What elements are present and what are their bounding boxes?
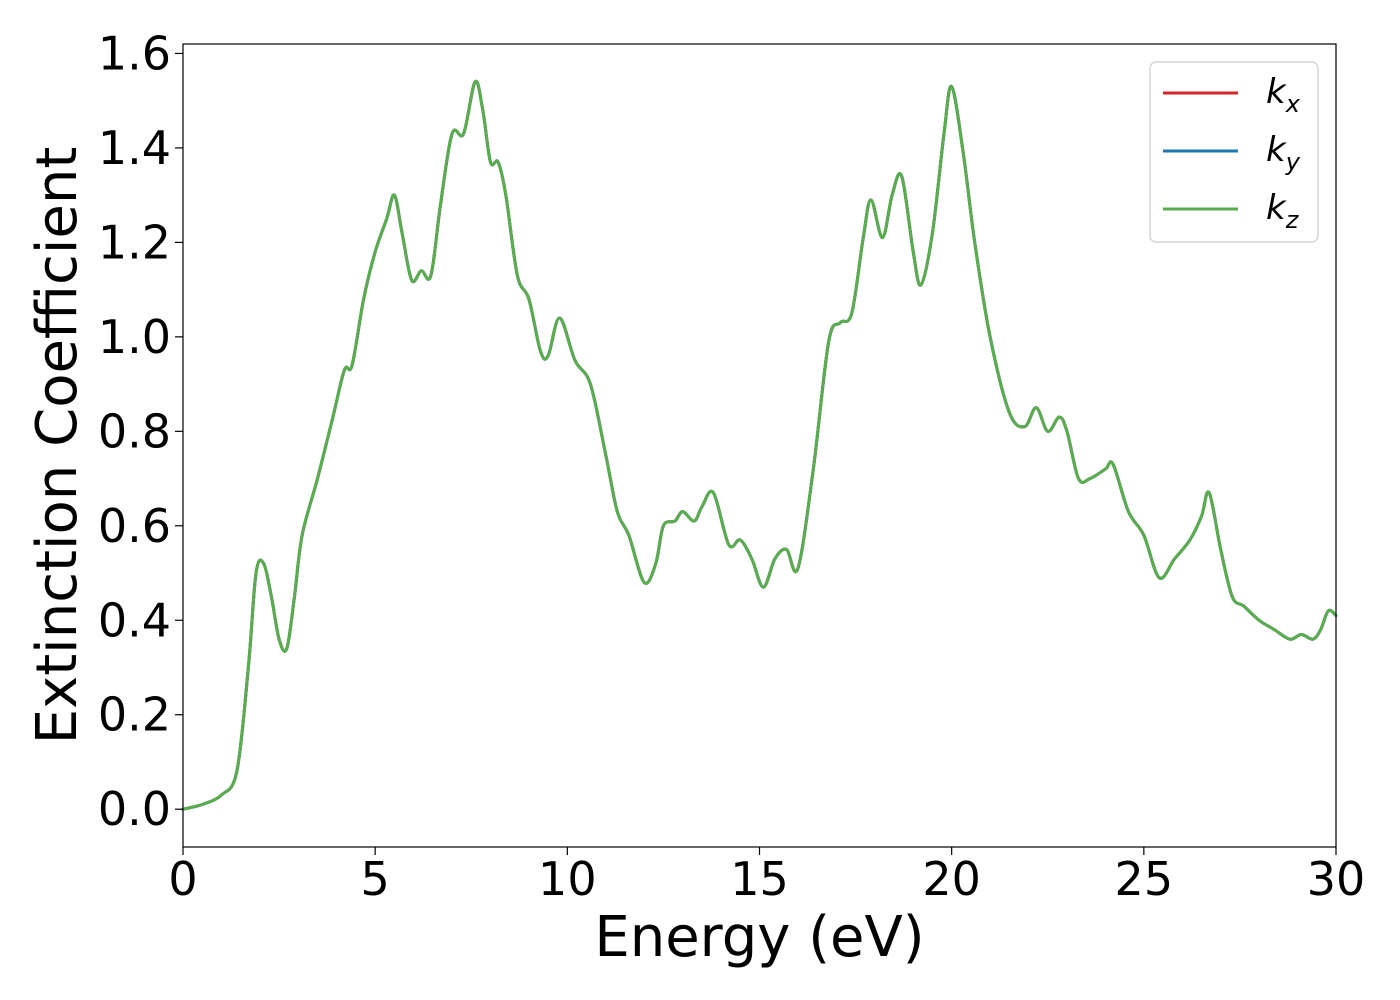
y-tick-label: 0.0 bbox=[98, 782, 171, 836]
legend-label-subscript: y bbox=[1285, 148, 1301, 176]
y-tick-label: 1.2 bbox=[98, 215, 171, 269]
y-tick-label: 1.6 bbox=[98, 26, 171, 80]
x-axis-title: Energy (eV) bbox=[594, 905, 924, 970]
x-tick-label: 20 bbox=[922, 852, 981, 906]
y-tick-label: 0.4 bbox=[98, 593, 171, 647]
y-tick-label: 0.6 bbox=[98, 499, 171, 553]
legend-label-base: k bbox=[1266, 72, 1287, 112]
y-tick-label: 0.2 bbox=[98, 688, 171, 742]
y-tick-label: 0.8 bbox=[98, 404, 171, 458]
x-tick-label: 0 bbox=[168, 852, 197, 906]
legend-label-subscript: z bbox=[1285, 206, 1300, 234]
y-axis-title: Extinction Coefficient bbox=[25, 147, 90, 745]
x-axis-ticks: 0 5 10 15 20 25 30 bbox=[168, 847, 1365, 906]
legend-label-subscript: x bbox=[1285, 90, 1301, 118]
y-tick-label: 1.0 bbox=[98, 310, 171, 364]
x-tick-label: 30 bbox=[1307, 852, 1366, 906]
legend-label-base: k bbox=[1266, 188, 1287, 228]
legend-label-kx: kx bbox=[1266, 72, 1301, 118]
x-tick-label: 15 bbox=[730, 852, 789, 906]
y-tick-label: 1.4 bbox=[98, 121, 171, 175]
x-tick-label: 25 bbox=[1115, 852, 1174, 906]
legend-label-ky: ky bbox=[1266, 130, 1301, 176]
legend-label-kz: kz bbox=[1266, 188, 1300, 234]
series-layer bbox=[181, 79, 1338, 811]
x-tick-label: 10 bbox=[538, 852, 597, 906]
y-axis-ticks: 0.0 0.2 0.4 0.6 0.8 1.0 1.2 1.4 1.6 bbox=[98, 26, 183, 836]
series-line-kz bbox=[181, 79, 1338, 811]
legend-label-base: k bbox=[1266, 130, 1287, 170]
x-tick-label: 5 bbox=[361, 852, 390, 906]
